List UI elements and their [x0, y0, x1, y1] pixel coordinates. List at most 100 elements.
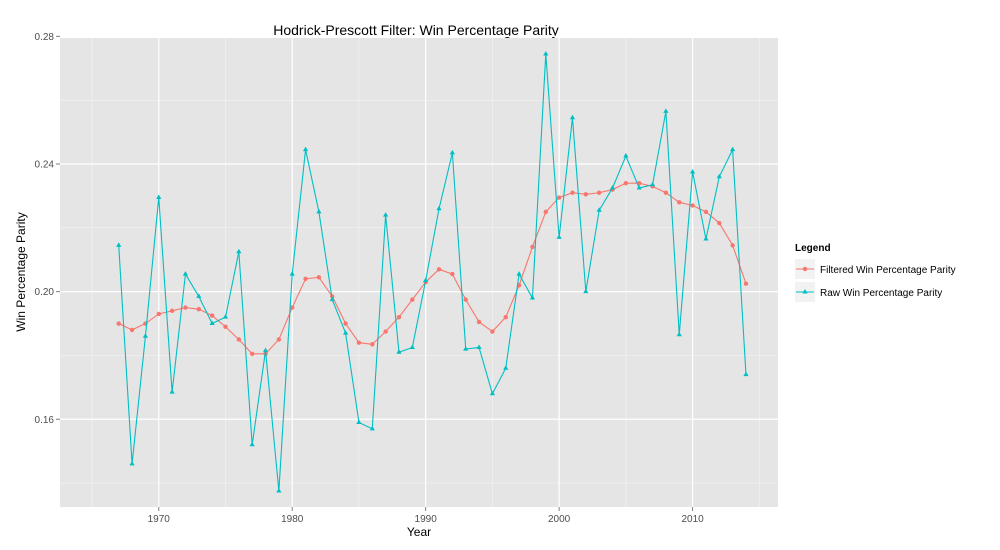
legend-title: Legend — [795, 243, 831, 254]
plot-panel — [60, 38, 778, 507]
data-point — [342, 330, 349, 335]
data-point — [343, 321, 348, 326]
x-tick-label: 2000 — [548, 514, 571, 525]
data-point — [690, 203, 695, 208]
data-point — [196, 306, 201, 312]
legend-label: Filtered Win Percentage Parity — [820, 265, 956, 276]
data-point — [743, 371, 749, 377]
series-raw — [116, 50, 749, 493]
legend-label: Raw Win Percentage Parity — [820, 288, 942, 299]
data-point — [503, 314, 508, 320]
data-point — [169, 308, 175, 313]
data-point — [290, 305, 295, 310]
y-tick-label: 0.28 — [35, 32, 55, 43]
data-point — [609, 184, 616, 190]
data-point — [583, 192, 589, 197]
data-point — [303, 276, 308, 282]
data-point — [703, 209, 709, 215]
data-point — [236, 248, 242, 254]
data-point — [116, 321, 121, 326]
data-point — [556, 195, 562, 200]
data-point — [276, 488, 282, 493]
data-point — [356, 419, 362, 424]
data-point — [476, 319, 482, 325]
data-point — [370, 342, 375, 347]
data-point — [516, 271, 522, 276]
data-point — [316, 208, 322, 214]
data-point — [142, 333, 149, 338]
data-point — [182, 271, 189, 276]
data-point — [503, 365, 509, 370]
data-point — [410, 297, 415, 302]
x-tick-label: 1970 — [148, 514, 171, 525]
data-point — [730, 243, 735, 248]
data-point — [249, 351, 255, 357]
data-point — [663, 108, 669, 113]
series-filtered — [116, 180, 749, 357]
data-point — [329, 296, 335, 302]
data-point — [490, 329, 495, 334]
data-point — [383, 329, 388, 334]
plot-series — [116, 50, 749, 493]
data-point — [222, 314, 229, 319]
data-point — [716, 173, 722, 179]
data-point — [289, 271, 295, 276]
data-point — [463, 346, 469, 351]
data-point — [730, 146, 736, 152]
data-point — [423, 277, 429, 282]
data-point — [569, 114, 576, 120]
data-point — [209, 313, 215, 318]
data-point — [570, 190, 575, 195]
data-point — [223, 324, 228, 329]
data-point — [436, 205, 442, 211]
data-point — [543, 50, 549, 56]
data-point — [489, 390, 496, 396]
y-tick-label: 0.20 — [35, 287, 55, 298]
data-point — [196, 293, 202, 298]
data-point — [129, 327, 135, 333]
data-point — [596, 190, 602, 195]
data-point — [409, 344, 415, 349]
data-point — [449, 149, 455, 155]
legend-key — [795, 282, 815, 302]
y-axis-title: Win Percentage Parity — [14, 212, 28, 331]
legend-key — [795, 259, 815, 279]
x-tick-label: 1980 — [281, 514, 304, 525]
data-point — [663, 190, 669, 195]
data-point — [596, 207, 602, 212]
data-point — [717, 220, 722, 226]
data-point — [436, 267, 442, 272]
data-point — [556, 234, 562, 239]
data-point — [530, 244, 535, 250]
data-point — [169, 389, 175, 394]
data-point — [636, 184, 642, 190]
data-point — [463, 297, 468, 302]
x-axis-title: Year — [407, 525, 431, 539]
data-point — [302, 146, 309, 152]
data-point — [116, 242, 122, 247]
data-point — [703, 236, 709, 241]
y-tick-label: 0.16 — [35, 415, 55, 426]
data-point — [129, 460, 135, 466]
series-line — [118, 182, 747, 355]
data-point — [450, 271, 455, 277]
data-point — [676, 331, 682, 337]
x-axis-ticks: 1970 1980 1990 2000 2010 — [148, 507, 704, 525]
data-point — [529, 295, 536, 300]
data-point — [396, 314, 402, 320]
data-point — [677, 200, 682, 205]
x-tick-label: 1990 — [415, 514, 438, 525]
data-point — [156, 194, 162, 200]
data-point — [583, 288, 589, 294]
data-point — [356, 340, 362, 345]
data-point — [623, 180, 629, 186]
y-tick-label: 0.24 — [35, 160, 55, 171]
data-point — [156, 311, 161, 317]
data-point — [689, 169, 696, 174]
data-point — [396, 349, 402, 354]
data-point — [369, 425, 375, 431]
data-point — [383, 212, 389, 217]
data-point — [476, 344, 482, 349]
data-point — [209, 320, 215, 326]
